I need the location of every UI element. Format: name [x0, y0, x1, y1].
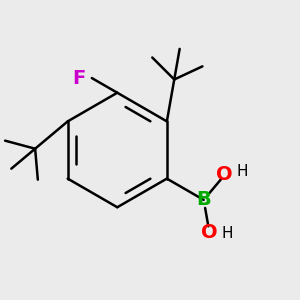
Text: O: O: [201, 223, 218, 242]
Text: O: O: [216, 165, 233, 184]
Text: H: H: [222, 226, 233, 241]
Text: H: H: [237, 164, 248, 179]
Text: F: F: [72, 68, 85, 88]
Text: B: B: [196, 190, 211, 209]
